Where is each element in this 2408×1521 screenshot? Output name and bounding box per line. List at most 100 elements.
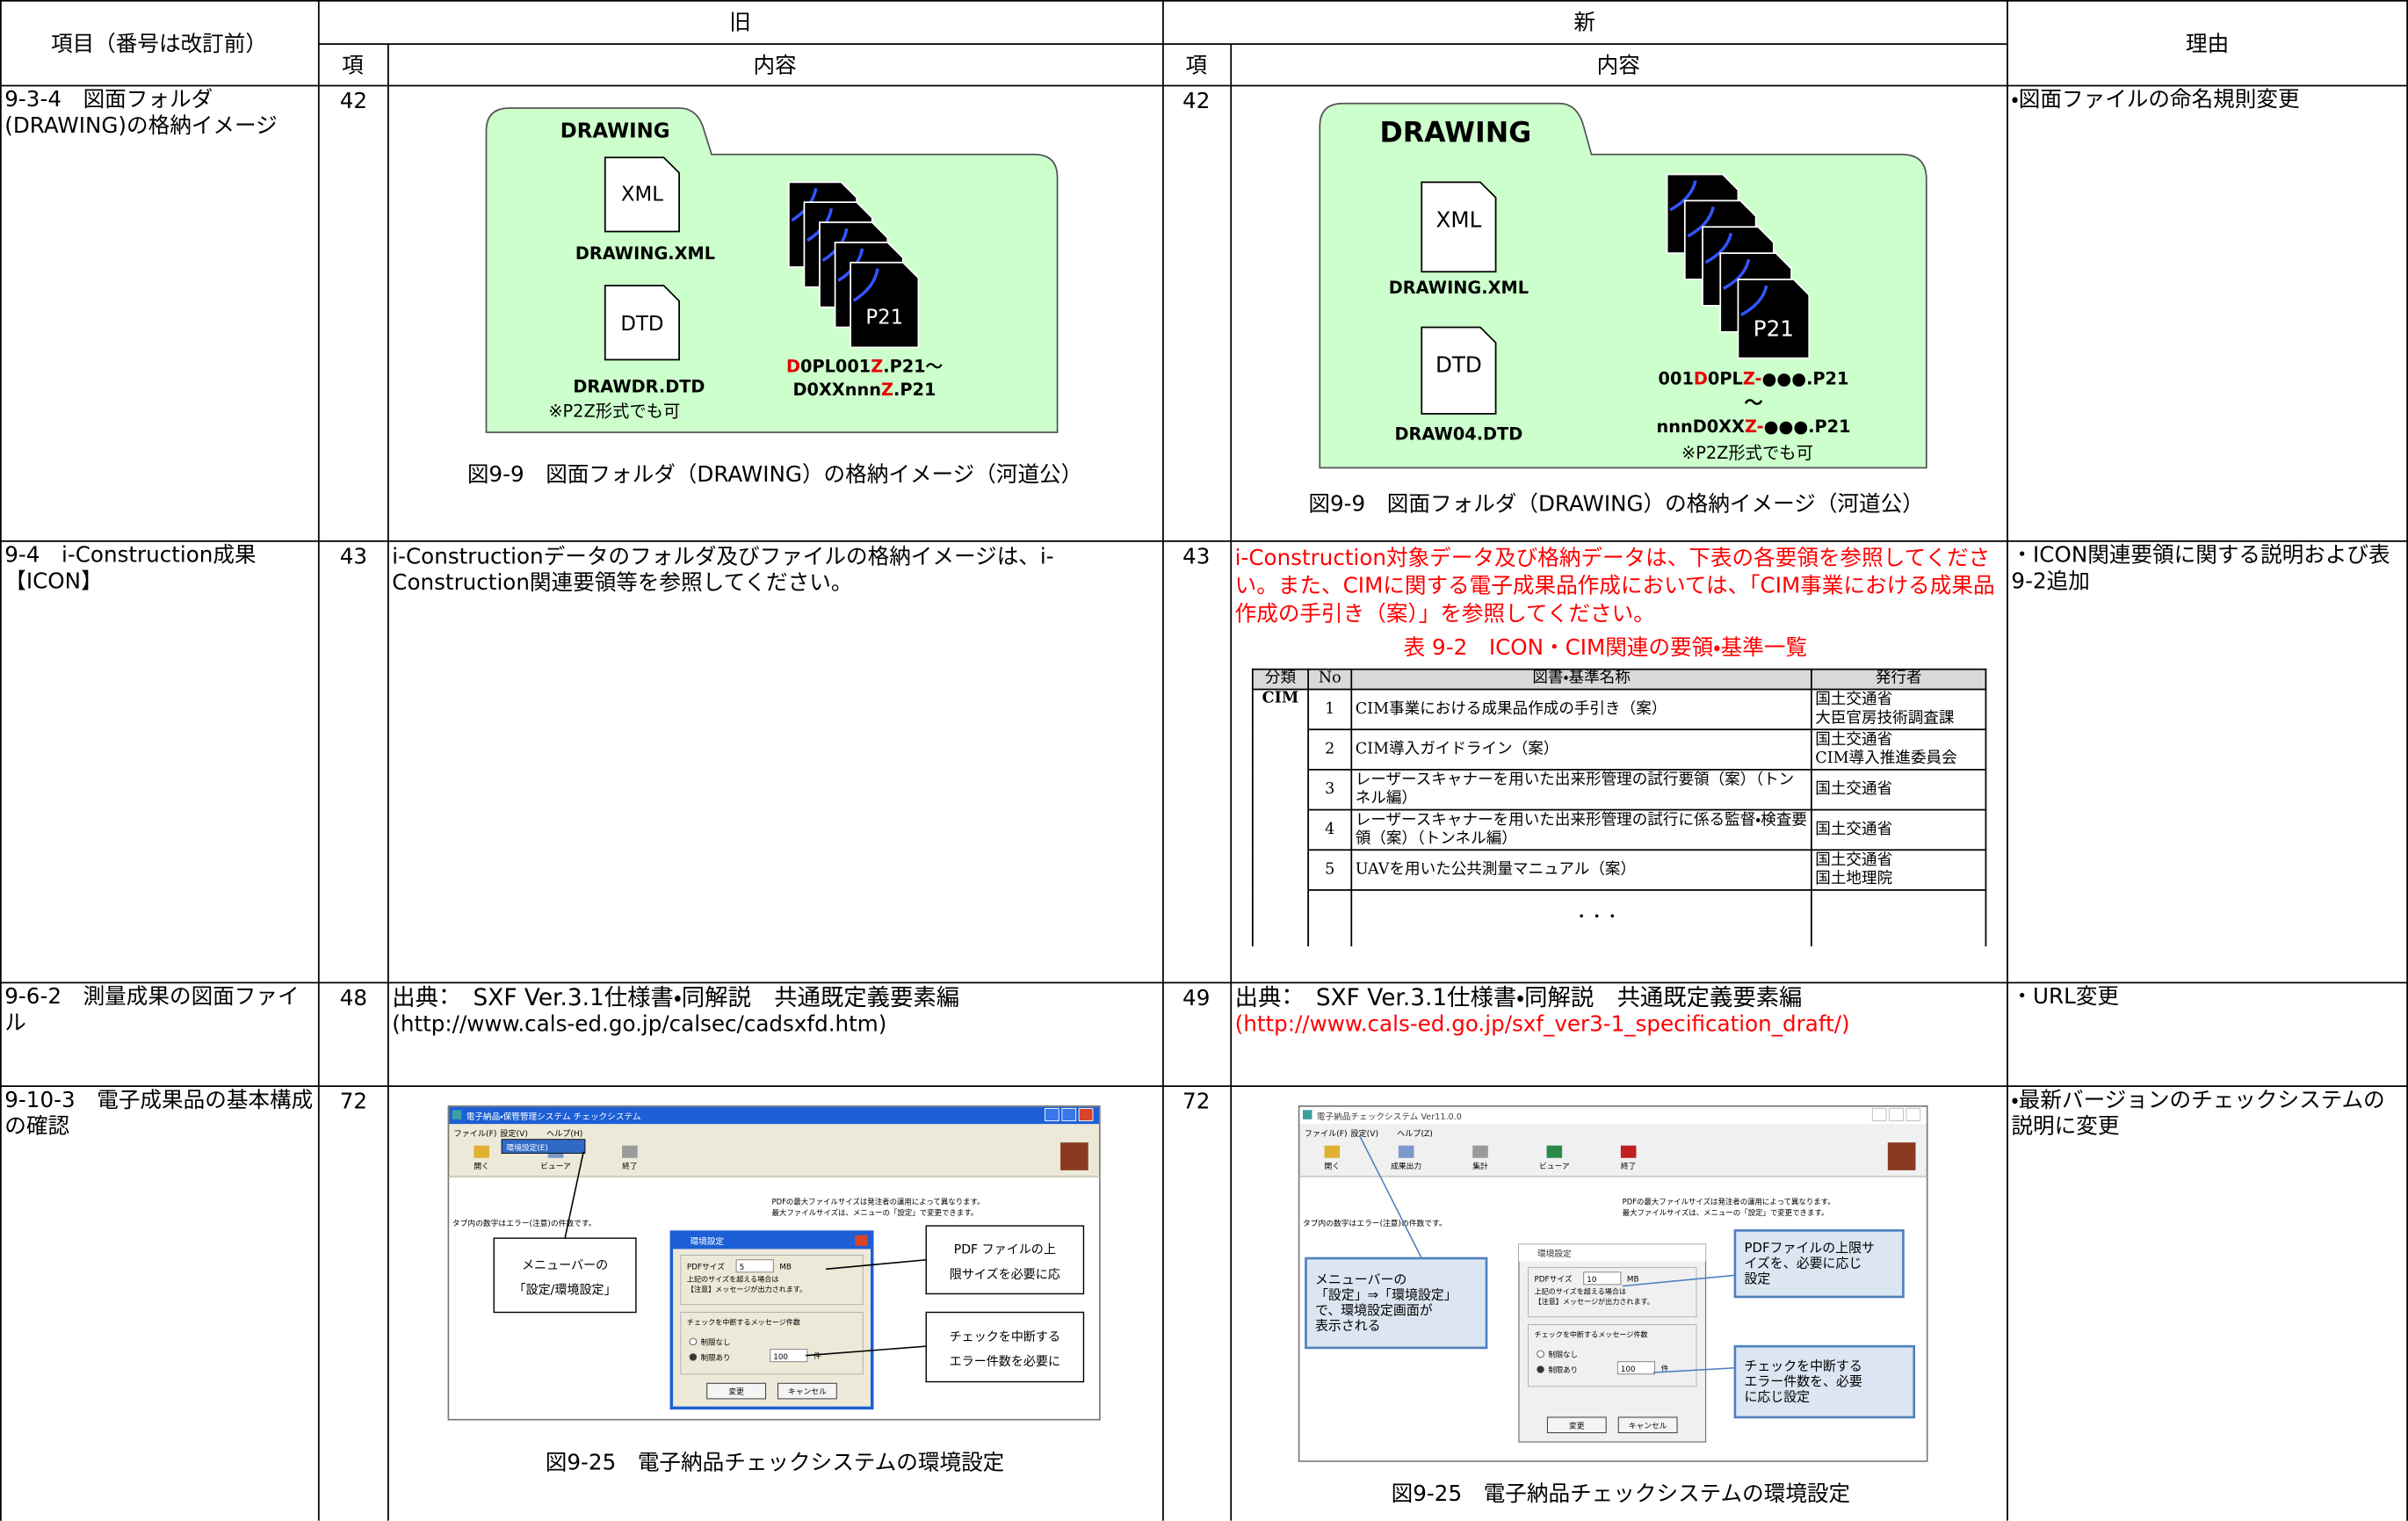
table-row: 2 CIM導入ガイドライン（案） 国土交通省 CIM導入推進委員会 <box>1251 729 1987 771</box>
file-name-part: Z- <box>1745 416 1764 437</box>
radio-button <box>689 1337 698 1346</box>
callout-text: チェックを中断する <box>1744 1358 1862 1373</box>
table-header: 分類 No 図書・基準名称 発行者 <box>1251 668 1987 691</box>
icon-curve <box>1722 258 1751 291</box>
radio-label: 制限なし <box>1548 1350 1578 1358</box>
page-number: 72 <box>339 1090 368 1115</box>
url: (http://www.cals-ed.go.jp/sxf_ver3-1_spe… <box>1234 1012 1850 1038</box>
window-button <box>1061 1108 1077 1122</box>
tool-icon <box>1546 1145 1563 1158</box>
app-icon <box>1302 1110 1312 1119</box>
tool-icon <box>1472 1145 1488 1158</box>
tool-label: ビューア <box>1539 1162 1570 1171</box>
radio-label: 制限あり <box>1548 1365 1578 1374</box>
callout-box <box>925 1311 1085 1383</box>
header-item: 項目（番号は改訂前） <box>50 32 267 57</box>
table-cell: CIM導入ガイドライン（案） <box>1350 729 1812 771</box>
table-cell <box>1251 809 1309 851</box>
reason: ・図面ファイルの命名規則変更 <box>2011 88 2300 113</box>
reason: ・URL変更 <box>2011 984 2120 1010</box>
tool-label: 終了 <box>622 1161 638 1171</box>
publisher: 国土交通省 <box>1815 691 1893 708</box>
file-name: DRAWDR.DTD <box>573 376 705 396</box>
file-name-part: D <box>786 356 800 376</box>
table-cell <box>1811 889 1987 946</box>
table-cell: 3 <box>1307 769 1353 811</box>
file-name-part: 0PL <box>1708 369 1743 389</box>
file-icon <box>604 156 680 233</box>
callout-text: PDFファイルの上限サ <box>1744 1240 1874 1256</box>
field-note: 【注意】メッセージが出力されます。 <box>687 1285 806 1293</box>
callout-text: メニューバーの <box>522 1258 608 1272</box>
status-text: タブ内の数字はエラー(注意)の件数です。 <box>1303 1218 1447 1228</box>
window-button <box>1905 1108 1921 1122</box>
callout-box <box>1733 1344 1916 1419</box>
callout-text: 「設定/環境設定」 <box>514 1283 617 1297</box>
radio-button <box>1537 1350 1544 1358</box>
field-note: 上記のサイズを超える場合は <box>1535 1286 1627 1295</box>
menu-item: 設定(V) <box>1350 1129 1378 1139</box>
tool-icon <box>1324 1145 1341 1158</box>
icon-curve <box>852 268 879 302</box>
tool-icon <box>622 1145 638 1158</box>
icon-curve <box>1740 285 1768 316</box>
tool-icon <box>1398 1145 1414 1158</box>
publisher: 国土交通省 <box>1815 780 1893 798</box>
field-unit: 件 <box>1661 1363 1669 1373</box>
input-value: 100 <box>773 1353 788 1362</box>
callout-text: 表示される <box>1315 1318 1381 1334</box>
input-value: 10 <box>1587 1276 1596 1285</box>
icon-curve <box>1687 206 1715 238</box>
header-content: 内容 <box>1596 53 1640 78</box>
publisher: 国土交通省 <box>1815 851 1893 869</box>
table-cell: 1 <box>1307 689 1353 731</box>
item: 9-6-2 測量成果の図面ファイル <box>4 984 300 1036</box>
radio-label: 制限あり <box>701 1353 731 1362</box>
file-name: nnnD0XXZ-●●●.P21 <box>1656 416 1850 437</box>
file-icon-label: P21 <box>865 306 903 329</box>
group-box <box>680 1255 864 1306</box>
table-title: 表 9-2 ICON・CIM関連の要領・基準一覧 <box>1403 635 1808 662</box>
dialog-title-bar <box>671 1232 872 1249</box>
callout-text: エラー件数を、必要 <box>1744 1373 1862 1389</box>
tool-label: 終了 <box>1621 1161 1637 1171</box>
callout-text: チェックを中断する <box>950 1330 1060 1344</box>
callout-leader <box>1622 1274 1735 1287</box>
radio-label: 制限なし <box>701 1337 731 1346</box>
callout-leader <box>825 1258 927 1271</box>
page-number: 42 <box>339 89 368 115</box>
logo <box>1887 1142 1916 1170</box>
tool-label: 開く <box>1325 1162 1341 1171</box>
page-number: 48 <box>339 986 368 1011</box>
source: 出典： SXF Ver.3.1仕様書・同解説 共通既定義要素編 <box>392 983 960 1011</box>
dialog-button-label: キャンセル <box>1629 1421 1667 1430</box>
icon-curve <box>1669 180 1697 212</box>
logo <box>1060 1142 1088 1170</box>
radio-button <box>689 1353 698 1361</box>
file-name-part: Z- <box>1743 369 1762 389</box>
table-cell: 国土交通省 CIM導入推進委員会 <box>1811 729 1987 771</box>
tool-icon <box>474 1145 489 1158</box>
info-text: PDFの最大ファイルサイズは発注者の運用によって異なります。 <box>772 1197 985 1206</box>
file-name-part: 001 <box>1659 369 1694 389</box>
info-text: PDFの最大ファイルサイズは発注者の運用によって異なります。 <box>1623 1197 1835 1206</box>
table-cell <box>1251 850 1309 890</box>
menu-item: ファイル(F) <box>1305 1130 1348 1139</box>
table-cell: 国土交通省 <box>1811 769 1987 811</box>
url: (http://www.cals-ed.go.jp/calsec/cadsxfd… <box>392 1012 887 1038</box>
file-name-part: ●●●.P21 <box>1764 416 1851 437</box>
header-page: 項 <box>1185 53 1208 78</box>
folder-label: DRAWING <box>560 120 670 142</box>
file-icon <box>1421 181 1497 273</box>
publisher: 国土地理院 <box>1815 870 1893 887</box>
folder <box>485 107 1059 433</box>
table-cell <box>1307 889 1353 946</box>
table-row: ・・・ <box>1251 889 1987 946</box>
figure-caption: 図9-25 電子納品チェックシステムの環境設定 <box>545 1451 1005 1476</box>
window-button <box>1078 1108 1094 1122</box>
table-cell: 国土交通省 <box>1811 809 1987 851</box>
info-text: 最大ファイルサイズは、メニューの「設定」で変更できます。 <box>1623 1208 1829 1217</box>
menu-item: 設定(V) <box>500 1129 528 1139</box>
